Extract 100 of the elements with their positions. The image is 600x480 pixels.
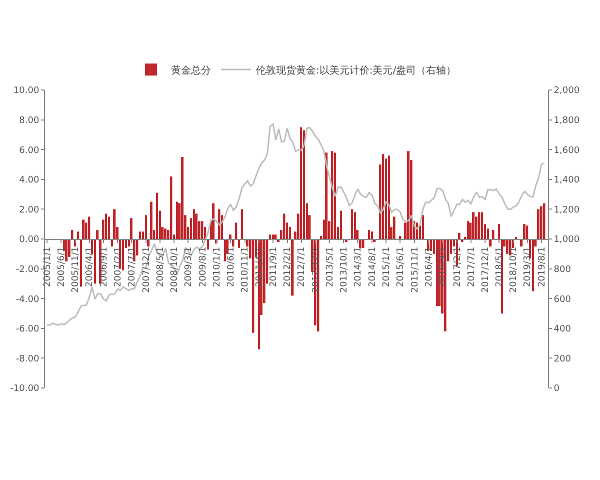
y-tick-label: 6.00 bbox=[19, 146, 40, 156]
x-tick-label: 2012/12/1 bbox=[311, 246, 322, 293]
bar bbox=[300, 127, 302, 239]
x-tick-label: 2018/5/1 bbox=[494, 246, 505, 288]
x-tick-label: 2015/11/1 bbox=[410, 246, 420, 293]
bar bbox=[145, 215, 147, 239]
bar bbox=[156, 192, 158, 239]
x-tick-label: 2013/5/1 bbox=[325, 246, 336, 288]
y-tick-label: -10.00 bbox=[10, 384, 40, 394]
y-tick-label: 8.00 bbox=[19, 116, 40, 126]
bar bbox=[492, 230, 494, 239]
y-tick-label: 0.00 bbox=[19, 235, 40, 246]
bar bbox=[334, 152, 336, 239]
bar bbox=[164, 228, 166, 239]
x-tick-label: 2007/7/1 bbox=[128, 246, 138, 288]
bar bbox=[193, 209, 195, 239]
bar bbox=[229, 234, 232, 239]
bar bbox=[526, 226, 528, 239]
bar bbox=[283, 214, 286, 239]
bar bbox=[88, 216, 90, 239]
bar bbox=[82, 220, 85, 239]
bar bbox=[291, 239, 294, 296]
bar bbox=[176, 202, 178, 239]
bar bbox=[130, 218, 132, 239]
bar bbox=[96, 230, 99, 239]
x-tick-label: 2014/3/1 bbox=[354, 246, 364, 288]
bar bbox=[498, 224, 500, 239]
x-tick-label: 2008/10/1 bbox=[170, 246, 180, 293]
y2-tick-label: 2,000 bbox=[554, 86, 580, 96]
x-tick-label: 2017/7/1 bbox=[466, 246, 477, 288]
x-tick-label: 2015/6/1 bbox=[396, 246, 406, 288]
bar bbox=[472, 212, 475, 239]
x-tick-label: 2010/11/1 bbox=[240, 246, 251, 293]
y2-tick-label: 1,200 bbox=[554, 205, 580, 216]
bar bbox=[543, 203, 546, 239]
y-tick-label: 2.00 bbox=[19, 205, 40, 216]
x-tick-label: 2013/10/1 bbox=[340, 246, 350, 293]
x-tick-label: 2011/9/1 bbox=[268, 246, 279, 288]
bar bbox=[77, 232, 79, 239]
bar bbox=[269, 234, 272, 239]
bar bbox=[478, 212, 480, 239]
bar bbox=[139, 232, 142, 239]
bar bbox=[201, 221, 204, 239]
legend-label: 伦敦现货黄金:以美元计价:美元/盎司（右轴） bbox=[256, 64, 456, 76]
bar bbox=[80, 239, 82, 287]
bar bbox=[150, 202, 152, 239]
bar bbox=[65, 239, 68, 262]
bar bbox=[212, 203, 215, 239]
bar bbox=[235, 222, 238, 239]
bar bbox=[388, 156, 390, 239]
bar bbox=[458, 233, 460, 239]
bar bbox=[371, 232, 373, 239]
bar bbox=[422, 215, 424, 239]
x-tick-label: 2017/2/1 bbox=[452, 246, 463, 288]
x-tick-label: 2016/4/1 bbox=[424, 246, 434, 288]
x-tick-label: 2019/3/1 bbox=[523, 246, 534, 288]
x-tick-label: 2008/5/1 bbox=[156, 246, 166, 288]
bar bbox=[224, 239, 226, 262]
bar bbox=[272, 234, 274, 239]
x-tick-label: 2007/12/1 bbox=[142, 246, 152, 293]
bar bbox=[170, 176, 172, 239]
bar bbox=[354, 212, 356, 239]
x-tick-label: 2010/1/1 bbox=[212, 246, 223, 288]
y2-tick-label: 800 bbox=[554, 264, 572, 275]
y2-tick-label: 0 bbox=[554, 384, 560, 394]
bar bbox=[105, 214, 108, 239]
y2-tick-label: 1,400 bbox=[554, 176, 580, 186]
bar bbox=[71, 230, 74, 239]
x-tick-label: 2005/1/1 bbox=[42, 246, 53, 288]
bar bbox=[274, 234, 277, 239]
bar bbox=[241, 209, 243, 239]
y-tick-label: -8.00 bbox=[16, 354, 40, 364]
bar bbox=[537, 209, 540, 239]
bar bbox=[207, 239, 209, 250]
x-tick-label: 2017/12/1 bbox=[480, 246, 491, 293]
bar bbox=[540, 206, 542, 239]
bar bbox=[108, 216, 110, 239]
y-tick-label: 10.00 bbox=[13, 86, 40, 96]
y2-tick-label: 400 bbox=[554, 324, 572, 335]
bar bbox=[113, 209, 116, 239]
y-tick-label: -2.00 bbox=[16, 264, 40, 275]
x-tick-label: 2009/3/1 bbox=[184, 246, 194, 288]
y2-tick-label: 1,600 bbox=[554, 146, 580, 156]
x-tick-label: 2016/9/1 bbox=[438, 246, 449, 288]
x-tick-label: 2019/8/1 bbox=[537, 246, 548, 288]
bar bbox=[303, 130, 306, 239]
y2-tick-label: 200 bbox=[554, 354, 572, 364]
bar bbox=[94, 239, 96, 284]
y2-tick-label: 600 bbox=[554, 294, 572, 305]
bar bbox=[218, 209, 220, 239]
bar bbox=[506, 239, 508, 254]
x-tick-label: 2010/6/1 bbox=[226, 246, 237, 288]
bar bbox=[532, 239, 534, 292]
y-tick-label: 4.00 bbox=[19, 176, 40, 186]
bar bbox=[362, 239, 364, 248]
legend-label: 黄金总分 bbox=[171, 64, 211, 76]
bar bbox=[122, 239, 124, 270]
bar bbox=[393, 216, 396, 239]
x-tick-label: 2014/8/1 bbox=[368, 246, 378, 288]
x-tick-label: 2011/4/1 bbox=[254, 246, 265, 288]
